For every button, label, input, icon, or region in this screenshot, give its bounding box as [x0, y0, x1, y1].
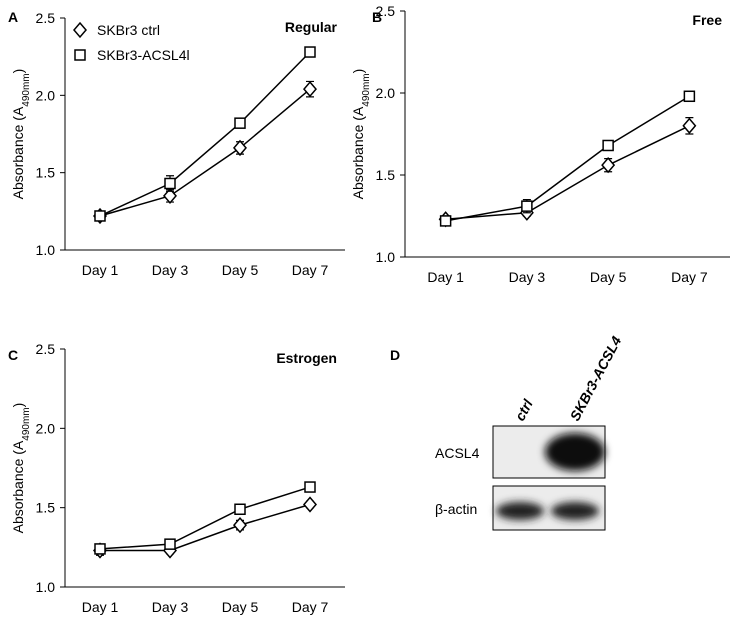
x-tick-label: Day 5 [222, 599, 259, 615]
legend-label: SKBr3 ctrl [97, 22, 160, 38]
y-tick-label: 2.5 [36, 10, 56, 26]
x-tick-label: Day 7 [292, 262, 329, 278]
y-tick-label: 1.0 [36, 579, 56, 595]
x-tick-label: Day 3 [152, 599, 189, 615]
legend-marker [74, 49, 86, 61]
panel-label: D [390, 347, 400, 363]
data-point [304, 46, 316, 58]
series-line [445, 95, 690, 222]
chart-title: Estrogen [276, 350, 337, 366]
data-point [164, 538, 176, 550]
y-tick-label: 1.5 [36, 500, 56, 516]
blot-band [551, 502, 599, 520]
data-point [683, 90, 696, 103]
y-tick-label: 1.5 [376, 167, 396, 183]
x-tick-label: Day 7 [292, 599, 329, 615]
data-point [163, 187, 177, 205]
row-label: ACSL4 [435, 445, 480, 461]
x-tick-label: Day 1 [82, 599, 119, 615]
y-axis-label-part: ) [10, 403, 26, 408]
y-tick-label: 1.5 [36, 165, 56, 181]
y-tick-label: 2.0 [376, 85, 396, 101]
x-tick-label: Day 7 [671, 269, 708, 285]
data-point [94, 543, 106, 555]
data-point [303, 80, 317, 98]
series-line [99, 88, 311, 217]
series-line [99, 51, 311, 217]
x-tick-label: Day 5 [590, 269, 627, 285]
chart-title: Regular [285, 19, 338, 35]
y-axis-label-part: 490mm [21, 407, 32, 440]
legend-marker [73, 21, 87, 39]
y-axis-label-part: ) [350, 69, 366, 74]
blot-band [545, 433, 605, 471]
y-tick-label: 2.5 [36, 341, 56, 357]
y-axis-label-part: Absorbance (A [350, 106, 366, 199]
data-point [234, 117, 246, 129]
series-line [100, 503, 311, 552]
y-axis-label-part: Absorbance (A [10, 106, 26, 199]
y-axis-label-part: Absorbance (A [10, 440, 26, 533]
lane-label: SKBr3-ACSL4 [567, 333, 625, 423]
data-point [439, 215, 452, 227]
y-axis-label: Absorbance (A490mm) [10, 69, 32, 200]
y-axis-label: Absorbance (A490mm) [10, 403, 32, 534]
data-point [233, 139, 247, 157]
x-tick-label: Day 1 [427, 269, 464, 285]
x-tick-label: Day 1 [82, 262, 119, 278]
panel-label: A [8, 9, 18, 25]
y-axis-label-part: ) [10, 69, 26, 74]
x-tick-label: Day 5 [222, 262, 259, 278]
data-point [521, 200, 533, 212]
chart-title: Free [692, 12, 722, 28]
data-point [601, 157, 616, 174]
lane-label: ctrl [512, 396, 537, 424]
data-point [233, 516, 247, 534]
y-axis-label-part: 490mm [21, 73, 32, 106]
y-axis-label-part: 490mm [361, 73, 372, 106]
data-point [94, 210, 106, 222]
y-tick-label: 2.0 [36, 420, 56, 436]
data-point [682, 117, 697, 134]
legend-label: SKBr3-ACSL4l [97, 47, 190, 63]
panel-label: B [372, 9, 382, 25]
series-line [99, 486, 311, 550]
data-point [164, 177, 176, 190]
data-point [303, 496, 317, 513]
data-point [602, 139, 614, 152]
panel-label: C [8, 347, 18, 363]
blot-row [492, 425, 606, 479]
y-axis-label: Absorbance (A490mm) [350, 69, 372, 200]
blot-row [492, 485, 606, 531]
series-line [445, 125, 690, 221]
x-tick-label: Day 3 [152, 262, 189, 278]
blot-band [496, 502, 544, 520]
row-label: β-actin [435, 501, 477, 517]
y-tick-label: 1.0 [36, 242, 56, 258]
y-tick-label: 2.5 [376, 3, 396, 19]
y-tick-label: 2.0 [36, 87, 56, 103]
data-point [304, 481, 316, 493]
x-tick-label: Day 3 [509, 269, 546, 285]
y-tick-label: 1.0 [376, 249, 396, 265]
data-point [234, 503, 246, 516]
